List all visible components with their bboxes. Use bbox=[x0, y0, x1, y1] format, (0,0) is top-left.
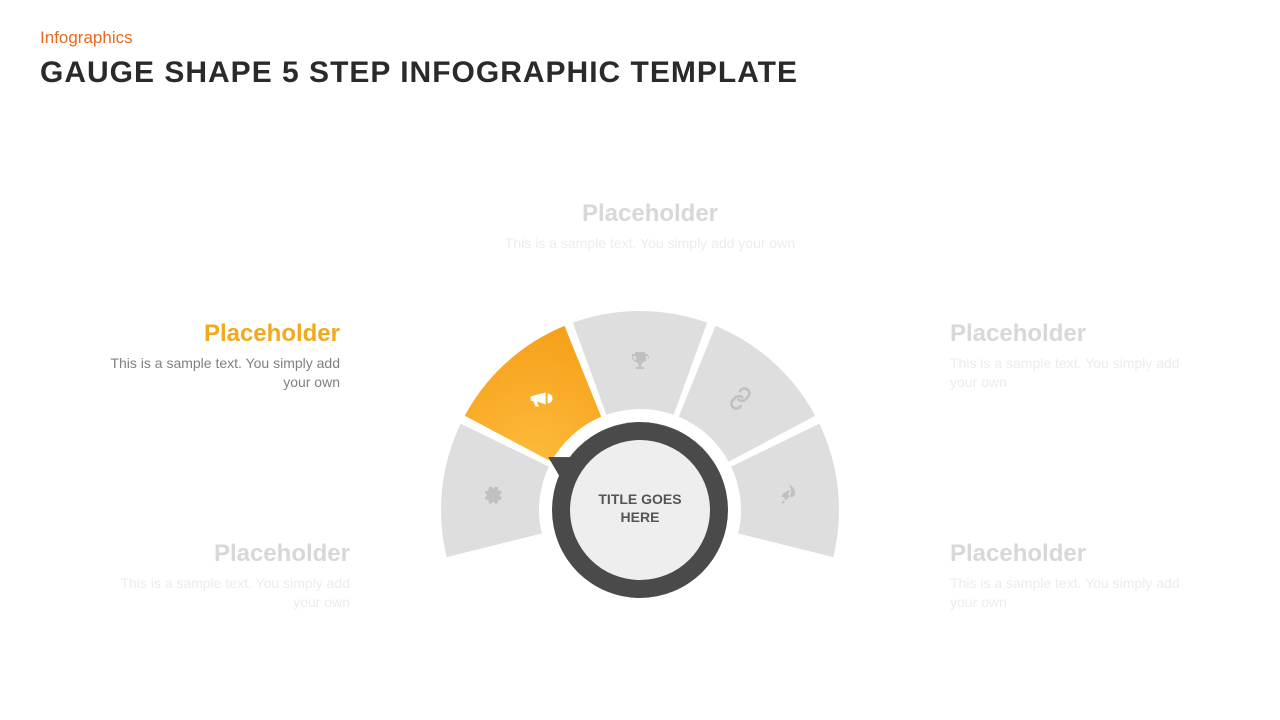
center-line-2: HERE bbox=[621, 509, 660, 525]
label-desc: This is a sample text. You simply add yo… bbox=[500, 234, 800, 253]
label-desc: This is a sample text. You simply add yo… bbox=[100, 574, 350, 612]
label-heading: Placeholder bbox=[100, 320, 340, 348]
page-title: GAUGE SHAPE 5 STEP INFOGRAPHIC TEMPLATE bbox=[40, 56, 798, 90]
label-desc: This is a sample text. You simply add yo… bbox=[100, 354, 340, 392]
label-seg1: Placeholder This is a sample text. You si… bbox=[100, 540, 350, 612]
label-seg2: Placeholder This is a sample text. You si… bbox=[100, 320, 340, 392]
label-seg5: Placeholder This is a sample text. You si… bbox=[950, 540, 1200, 612]
label-seg3: Placeholder This is a sample text. You si… bbox=[500, 200, 800, 253]
category-label: Infographics bbox=[40, 28, 133, 48]
label-heading: Placeholder bbox=[950, 540, 1200, 568]
label-desc: This is a sample text. You simply add yo… bbox=[950, 574, 1200, 612]
center-line-1: TITLE GOES bbox=[598, 491, 681, 507]
gauge-center-label: TITLE GOES HERE bbox=[580, 490, 700, 526]
gauge-infographic bbox=[360, 230, 920, 650]
label-heading: Placeholder bbox=[100, 540, 350, 568]
label-desc: This is a sample text. You simply add yo… bbox=[950, 354, 1200, 392]
label-seg4: Placeholder This is a sample text. You si… bbox=[950, 320, 1200, 392]
label-heading: Placeholder bbox=[950, 320, 1200, 348]
label-heading: Placeholder bbox=[500, 200, 800, 228]
